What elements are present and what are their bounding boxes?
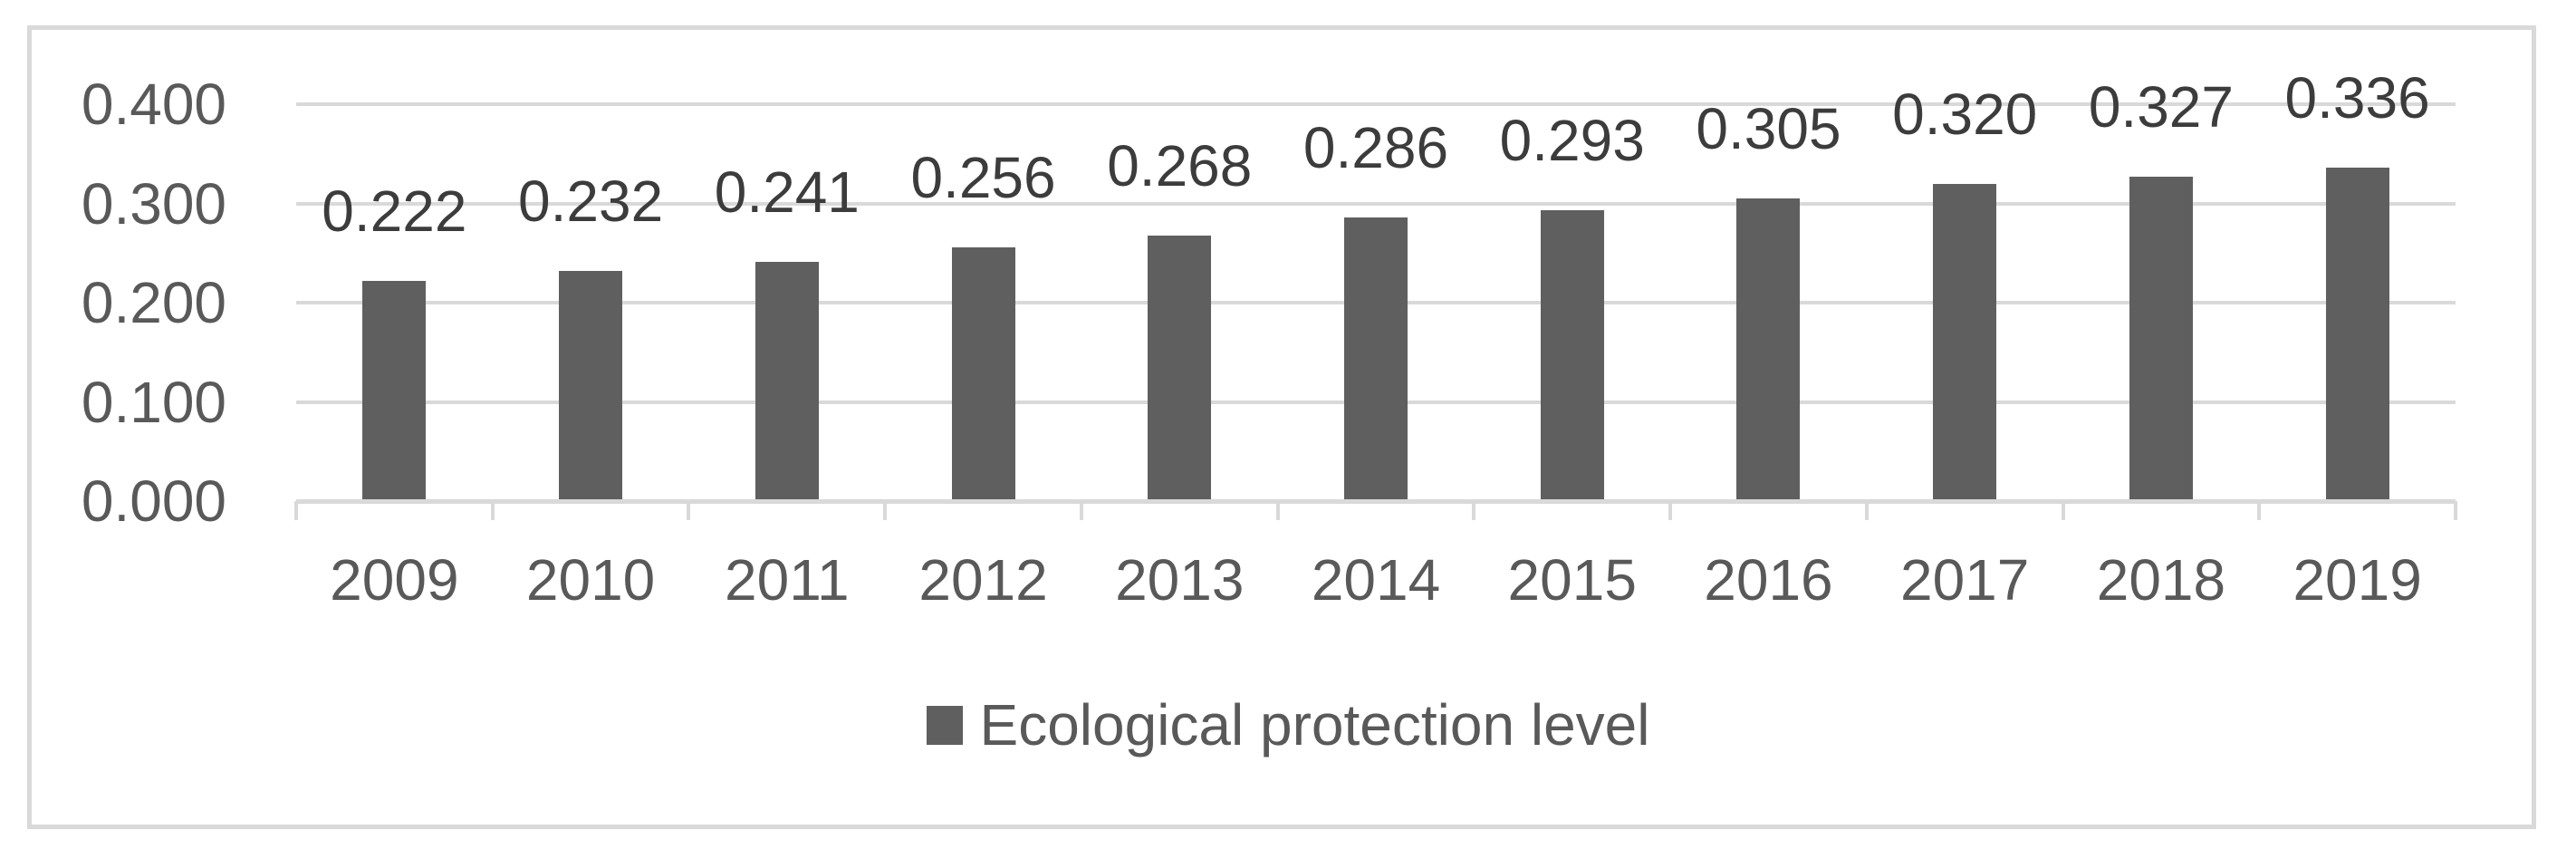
legend: Ecological protection level bbox=[0, 694, 2576, 756]
x-axis-tick-label: 2017 bbox=[1899, 547, 2030, 613]
x-axis-tick-mark bbox=[2257, 501, 2262, 520]
x-axis-tick-label: 2019 bbox=[2292, 547, 2422, 613]
x-axis-tick-label: 2012 bbox=[918, 547, 1048, 613]
bar bbox=[2129, 176, 2193, 501]
x-axis-tick-label: 2013 bbox=[1115, 547, 1245, 613]
bar bbox=[2325, 168, 2389, 501]
legend-marker-square-icon bbox=[926, 705, 963, 745]
x-axis-tick-label: 2010 bbox=[525, 547, 656, 613]
x-axis-tick-label: 2009 bbox=[330, 547, 459, 613]
y-axis-tick-label: 0.000 bbox=[81, 468, 226, 534]
x-axis-tick-mark bbox=[2454, 501, 2457, 520]
gridline bbox=[296, 102, 2456, 106]
bar-data-label: 0.232 bbox=[518, 168, 664, 234]
bar-data-label: 0.327 bbox=[2088, 73, 2234, 140]
y-axis-tick-label: 0.400 bbox=[81, 72, 226, 137]
bar bbox=[1736, 198, 1801, 501]
y-axis-tick-label: 0.300 bbox=[81, 170, 226, 236]
x-axis-tick-label: 2018 bbox=[2096, 547, 2226, 613]
bar-data-label: 0.286 bbox=[1302, 114, 1449, 180]
bar-data-label: 0.241 bbox=[714, 159, 860, 226]
bar bbox=[1148, 235, 1212, 501]
x-axis-tick-mark bbox=[1472, 501, 1476, 520]
x-axis-tick-mark bbox=[687, 501, 691, 520]
legend-label: Ecological protection level bbox=[979, 692, 1650, 758]
x-axis-tick-mark bbox=[294, 501, 298, 520]
bar-data-label: 0.293 bbox=[1499, 108, 1645, 174]
bar-data-label: 0.256 bbox=[910, 144, 1056, 210]
x-axis-tick-mark bbox=[883, 501, 888, 520]
bar-data-label: 0.222 bbox=[322, 178, 467, 244]
x-axis-line bbox=[296, 499, 2456, 504]
bar bbox=[951, 246, 1015, 501]
bar bbox=[559, 270, 623, 501]
x-axis-tick-mark bbox=[2061, 501, 2065, 520]
gridline bbox=[296, 201, 2456, 206]
x-axis-tick-label: 2011 bbox=[725, 547, 850, 613]
x-axis-tick-mark bbox=[490, 501, 495, 520]
bar-data-label: 0.268 bbox=[1107, 132, 1253, 198]
bar bbox=[755, 262, 819, 501]
x-axis-tick-label: 2016 bbox=[1704, 547, 1833, 613]
bar bbox=[1933, 183, 1997, 501]
bar-data-label: 0.336 bbox=[2284, 65, 2430, 131]
x-axis-tick-mark bbox=[1864, 501, 1869, 520]
bar bbox=[362, 280, 427, 501]
bar bbox=[1344, 217, 1408, 501]
y-axis-tick-label: 0.100 bbox=[81, 369, 226, 435]
x-axis-tick-mark bbox=[1275, 501, 1280, 520]
x-axis-tick-label: 2014 bbox=[1311, 547, 1441, 613]
chart-frame bbox=[27, 25, 2536, 829]
bar-data-label: 0.320 bbox=[1892, 81, 2038, 147]
y-axis-tick-label: 0.200 bbox=[81, 270, 226, 335]
bar bbox=[1540, 210, 1604, 501]
bar-data-label: 0.305 bbox=[1696, 96, 1841, 162]
x-axis-tick-label: 2015 bbox=[1507, 547, 1637, 613]
x-axis-tick-mark bbox=[1668, 501, 1673, 520]
x-axis-tick-mark bbox=[1079, 501, 1083, 520]
